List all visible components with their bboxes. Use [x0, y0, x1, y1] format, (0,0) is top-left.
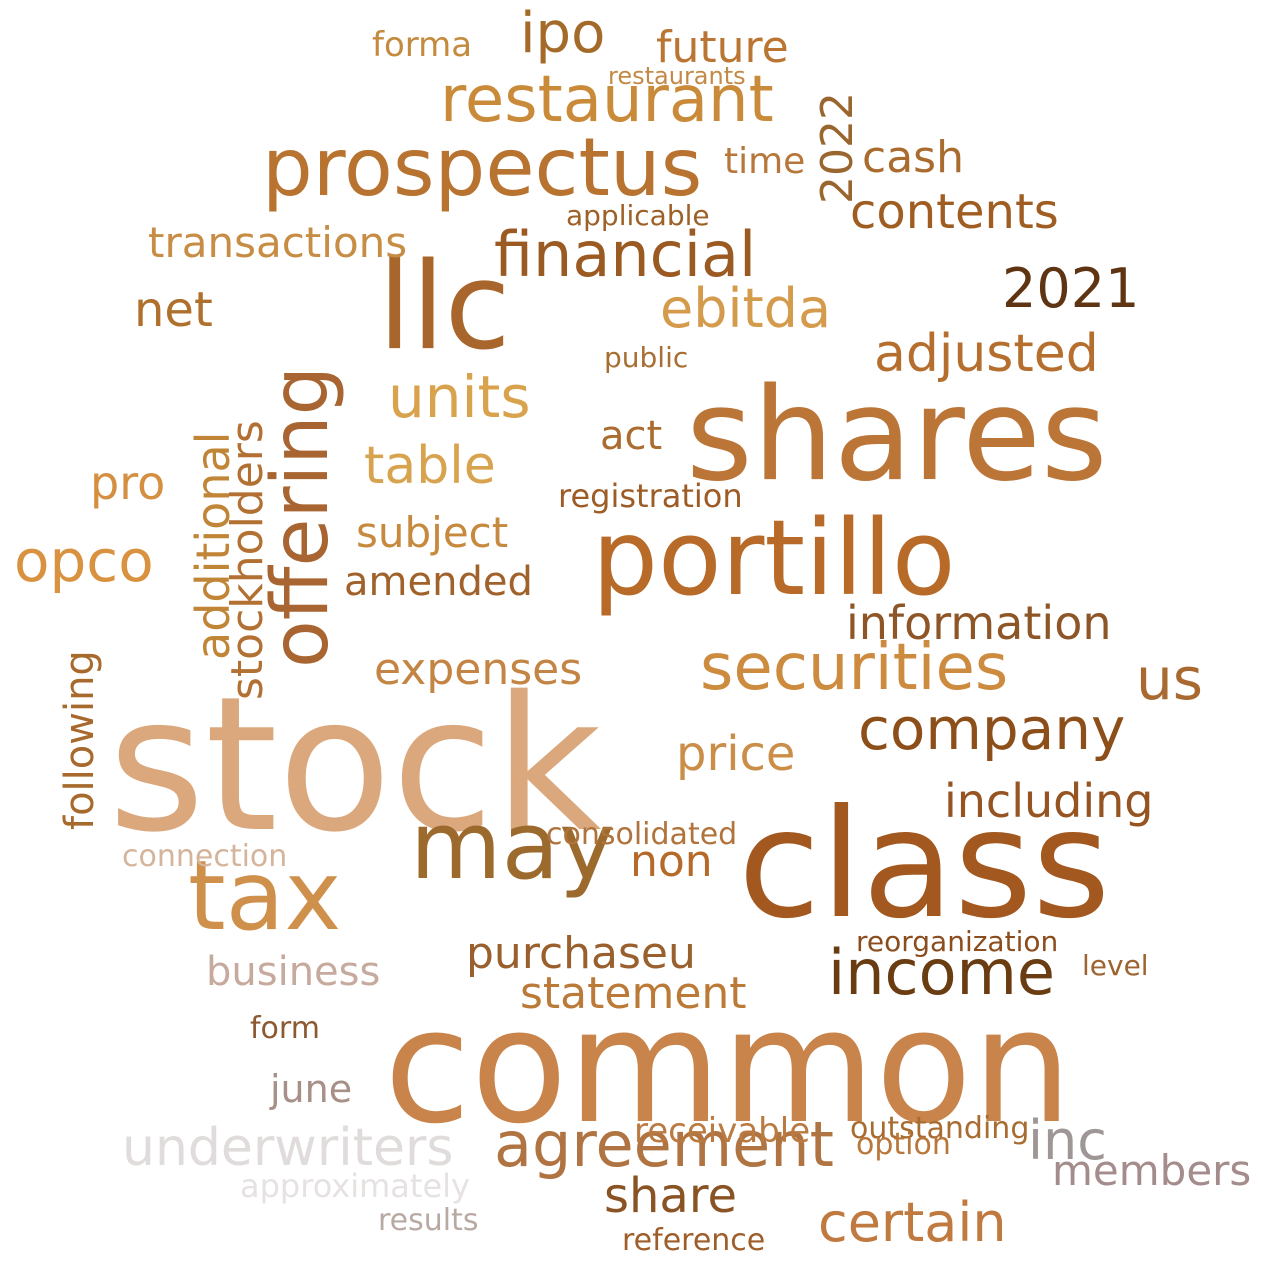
word-members: members	[1052, 1146, 1252, 1195]
word-price: price	[676, 726, 796, 782]
word-may: may	[410, 792, 615, 901]
word-including: including	[944, 774, 1154, 828]
word-additional: additional	[186, 431, 240, 660]
word-future: future	[656, 22, 789, 73]
word-offering: offering	[256, 365, 346, 668]
word-statement: statement	[520, 968, 747, 1019]
word-purchaseu: purchaseu	[466, 928, 696, 979]
word-following: following	[57, 650, 103, 830]
word-pro: pro	[90, 456, 166, 510]
word-transactions: transactions	[148, 218, 408, 267]
word-reference: reference	[622, 1223, 766, 1258]
word-june: june	[270, 1067, 353, 1111]
word-restaurants: restaurants	[608, 62, 746, 90]
word-option: option	[856, 1127, 951, 1162]
word-us: us	[1136, 645, 1203, 713]
word-llc: llc	[378, 238, 511, 377]
word-net: net	[134, 282, 213, 338]
word-portillo: portillo	[592, 497, 956, 619]
word-table: table	[364, 436, 496, 496]
word-inc: inc	[1028, 1109, 1107, 1172]
word-act: act	[600, 413, 663, 459]
word-expenses: expenses	[374, 644, 583, 695]
word-reorganization: reorganization	[856, 925, 1059, 958]
word-contents: contents	[850, 184, 1059, 240]
word-applicable: applicable	[566, 199, 710, 232]
word-forma: forma	[372, 25, 473, 65]
word-subject: subject	[356, 508, 509, 557]
word-restaurant: restaurant	[440, 63, 774, 137]
word-tax: tax	[188, 840, 342, 952]
word-information: information	[846, 596, 1112, 650]
word-units: units	[388, 363, 531, 431]
word-cash: cash	[862, 132, 964, 183]
word-underwriters: underwriters	[122, 1118, 454, 1178]
word-amended: amended	[344, 559, 533, 605]
word-form: form	[250, 1011, 320, 1046]
word-2022: 2022	[812, 92, 863, 204]
word-common: common	[384, 975, 1073, 1159]
word-connection: connection	[122, 839, 288, 874]
word-ipo: ipo	[520, 1, 606, 66]
word-income: income	[828, 936, 1056, 1009]
word-ebitda: ebitda	[660, 277, 832, 340]
word-company: company	[858, 695, 1126, 763]
word-time: time	[724, 141, 806, 182]
word-share: share	[604, 1168, 738, 1224]
word-agreement: agreement	[494, 1108, 834, 1181]
word-adjusted: adjusted	[874, 324, 1099, 384]
word-shares: shares	[686, 361, 1108, 510]
word-opco: opco	[14, 527, 154, 595]
word-receivable: receivable	[634, 1111, 811, 1151]
word-public: public	[604, 341, 689, 374]
word-2021: 2021	[1002, 257, 1140, 320]
word-results: results	[378, 1203, 479, 1238]
word-securities: securities	[700, 631, 1009, 705]
word-class: class	[738, 778, 1111, 952]
word-level: level	[1082, 949, 1149, 982]
word-consolidated: consolidated	[546, 817, 738, 852]
word-outstanding: outstanding	[850, 1111, 1030, 1146]
word-stock: stock	[108, 656, 602, 873]
word-registration: registration	[558, 477, 743, 515]
word-financial: financial	[494, 218, 757, 291]
word-certain: certain	[818, 1191, 1007, 1254]
word-approximately: approximately	[240, 1167, 470, 1205]
word-non: non	[630, 836, 713, 887]
word-prospectus: prospectus	[262, 121, 703, 214]
word-business: business	[206, 949, 381, 995]
